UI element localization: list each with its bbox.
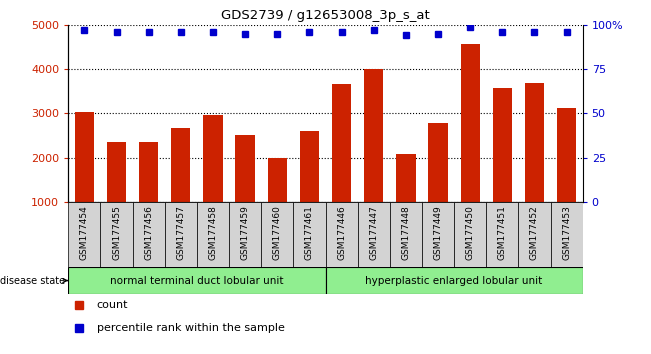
Text: GSM177456: GSM177456 xyxy=(145,205,153,260)
Text: GSM177453: GSM177453 xyxy=(562,205,571,260)
Text: GSM177460: GSM177460 xyxy=(273,205,282,260)
Bar xyxy=(197,202,229,267)
Bar xyxy=(68,267,326,294)
Bar xyxy=(332,84,352,202)
Bar xyxy=(557,108,576,202)
Text: count: count xyxy=(96,300,128,310)
Text: GSM177452: GSM177452 xyxy=(530,205,539,260)
Bar xyxy=(525,83,544,202)
Bar xyxy=(518,202,551,267)
Bar xyxy=(486,202,518,267)
Bar xyxy=(357,202,390,267)
Bar xyxy=(107,142,126,202)
Text: GSM177448: GSM177448 xyxy=(402,205,410,260)
Text: GSM177457: GSM177457 xyxy=(176,205,186,260)
Text: GSM177447: GSM177447 xyxy=(369,205,378,260)
Bar xyxy=(460,44,480,202)
Bar xyxy=(428,123,448,202)
Bar xyxy=(396,154,415,202)
Bar xyxy=(229,202,261,267)
Text: GSM177454: GSM177454 xyxy=(80,205,89,260)
Bar xyxy=(390,202,422,267)
Bar xyxy=(203,115,223,202)
Bar xyxy=(294,202,326,267)
Bar xyxy=(493,88,512,202)
Bar xyxy=(139,143,158,202)
Bar xyxy=(551,202,583,267)
Bar xyxy=(133,202,165,267)
Text: GSM177458: GSM177458 xyxy=(208,205,217,260)
Bar xyxy=(454,202,486,267)
Bar xyxy=(100,202,133,267)
Bar xyxy=(326,202,357,267)
Bar xyxy=(326,267,583,294)
Bar xyxy=(75,113,94,202)
Bar xyxy=(165,202,197,267)
Bar xyxy=(261,202,294,267)
Bar xyxy=(422,202,454,267)
Bar xyxy=(299,131,319,202)
Bar xyxy=(236,135,255,202)
Bar xyxy=(68,202,100,267)
Text: GSM177451: GSM177451 xyxy=(498,205,506,260)
Text: GSM177449: GSM177449 xyxy=(434,205,443,260)
Text: hyperplastic enlarged lobular unit: hyperplastic enlarged lobular unit xyxy=(365,275,543,286)
Text: disease state: disease state xyxy=(0,275,68,286)
Title: GDS2739 / g12653008_3p_s_at: GDS2739 / g12653008_3p_s_at xyxy=(221,9,430,22)
Text: GSM177450: GSM177450 xyxy=(465,205,475,260)
Text: GSM177459: GSM177459 xyxy=(241,205,249,260)
Bar xyxy=(268,158,287,202)
Text: GSM177461: GSM177461 xyxy=(305,205,314,260)
Text: percentile rank within the sample: percentile rank within the sample xyxy=(96,323,284,333)
Bar xyxy=(364,69,383,202)
Text: GSM177455: GSM177455 xyxy=(112,205,121,260)
Text: GSM177446: GSM177446 xyxy=(337,205,346,260)
Bar xyxy=(171,129,191,202)
Text: normal terminal duct lobular unit: normal terminal duct lobular unit xyxy=(110,275,284,286)
